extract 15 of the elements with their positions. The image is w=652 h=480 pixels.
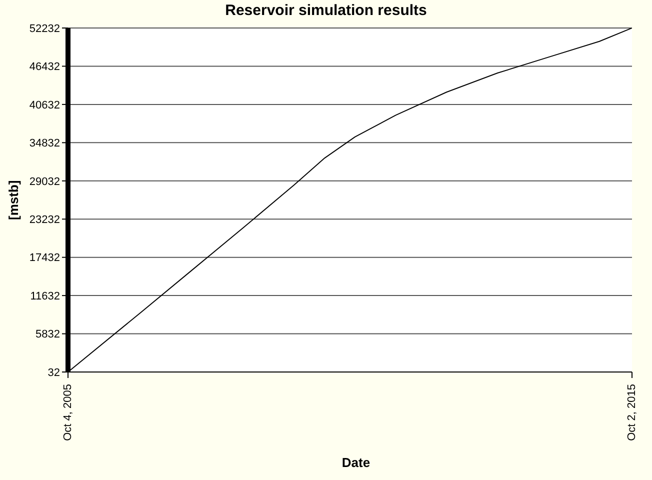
- y-tick-label: 46432: [29, 61, 60, 74]
- y-tick-label: 11632: [30, 290, 60, 302]
- y-axis-title: [mstb]: [6, 180, 21, 220]
- x-axis-title: Date: [340, 455, 372, 470]
- y-tick-label: 32: [48, 366, 60, 379]
- y-tick-label: 52232: [29, 22, 60, 35]
- y-tick-label: 5832: [36, 328, 60, 341]
- chart-title: Reservoir simulation results: [224, 2, 428, 19]
- y-tick-label: 40632: [29, 99, 60, 112]
- y-tick-label: 23232: [29, 214, 60, 226]
- x-tick-label: Oct 2, 2015: [626, 384, 638, 441]
- y-tick-label: 29032: [29, 176, 60, 188]
- y-tick-label: 17432: [29, 252, 60, 264]
- y-tick-label: 34832: [29, 138, 60, 150]
- x-tick-label: Oct 4, 2005: [62, 384, 74, 441]
